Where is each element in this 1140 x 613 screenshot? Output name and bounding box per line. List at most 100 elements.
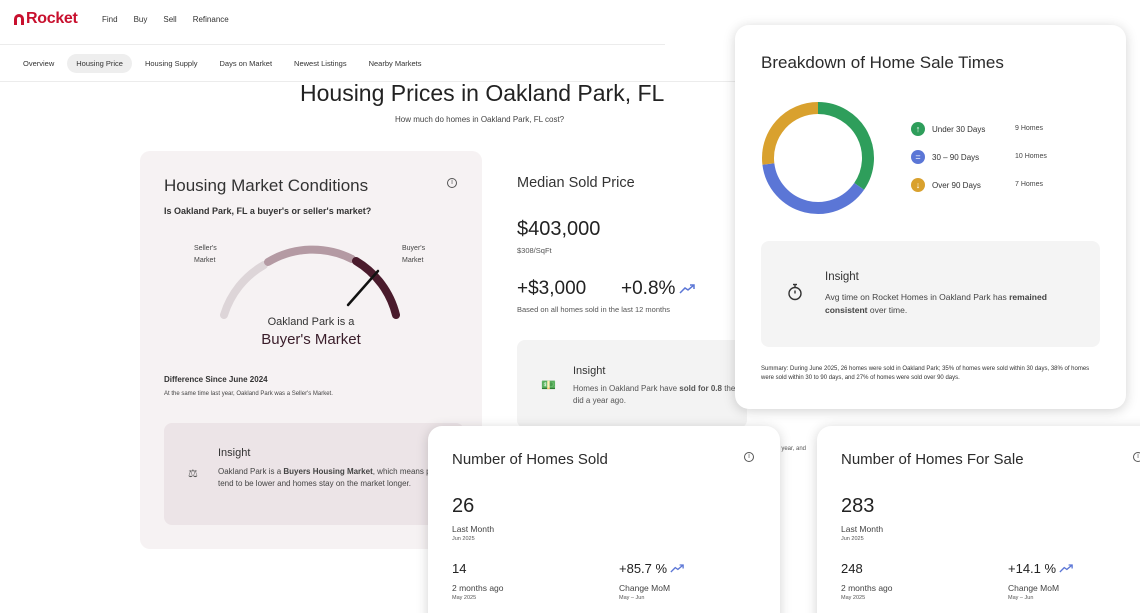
price-change-percent-value: +0.8% — [621, 278, 676, 299]
sale-times-insight-text: Avg time on Rocket Homes in Oakland Park… — [825, 291, 1085, 317]
sale-times-insight-part2: over time. — [867, 305, 908, 315]
homes-sold-mom-label: Change MoM — [619, 583, 671, 593]
seller-label-line1: Seller's — [194, 245, 217, 252]
donut-segment-1 — [762, 163, 865, 214]
legend-count: 9 Homes — [1015, 125, 1044, 132]
tabs-divider — [0, 81, 735, 82]
price-insight-bold: sold for 0.8 — [679, 384, 722, 393]
homes-sold-card: Number of Homes Sold i 26 Last Month Jun… — [428, 426, 780, 613]
insight-text: Oakland Park is a Buyers Housing Market,… — [218, 466, 458, 490]
homes-sold-two-months-label: 2 months ago — [452, 583, 504, 593]
price-change-percent: +0.8% — [621, 278, 696, 300]
legend-label: Under 30 Days — [932, 125, 986, 134]
nav-sell[interactable]: Sell — [163, 15, 177, 24]
homes-sold-two-months-value: 14 — [452, 561, 467, 576]
market-conditions-card: Housing Market Conditions i Is Oakland P… — [140, 151, 482, 549]
homes-sold-last-month-label: Last Month — [452, 524, 495, 534]
buyer-label-line1: Buyer's — [402, 245, 426, 252]
market-gauge — [220, 245, 400, 319]
tab-housing-supply[interactable]: Housing Supply — [144, 59, 198, 68]
homes-sold-last-month-date: Jun 2025 — [452, 536, 475, 542]
insight-title: Insight — [218, 447, 251, 459]
breakdown-title: Breakdown of Home Sale Times — [761, 53, 1004, 72]
legend-row-30-90: = 30 – 90 Days 10 Homes — [911, 150, 1111, 178]
gauge-neutral-segment — [264, 245, 356, 266]
legend-row-over-90: ↓ Over 90 Days 7 Homes — [911, 178, 1111, 206]
difference-text: At the same time last year, Oakland Park… — [164, 391, 333, 397]
legend-label: Over 90 Days — [932, 181, 981, 190]
seller-label-line2: Market — [194, 257, 216, 264]
homes-for-sale-card: Number of Homes For Sale i 283 Last Mont… — [817, 426, 1140, 613]
tab-housing-price[interactable]: Housing Price — [67, 54, 132, 73]
homes-for-sale-two-months-value: 248 — [841, 561, 863, 576]
gauge-seller-segment — [220, 261, 268, 319]
partially-hidden-text: t year, and — [778, 446, 807, 452]
nav-links: Find Buy Sell Refinance — [102, 15, 229, 24]
tab-days-on-market[interactable]: Days on Market — [219, 59, 273, 68]
homes-sold-last-month-value: 26 — [452, 495, 475, 517]
median-sold-title: Median Sold Price — [517, 175, 635, 191]
breakdown-legend: ↑ Under 30 Days 9 Homes = 30 – 90 Days 1… — [911, 122, 1111, 206]
homes-sold-title: Number of Homes Sold — [452, 451, 608, 468]
price-insight-text: Homes in Oakland Park have sold for 0.8 … — [573, 383, 743, 407]
price-change-amount: +$3,000 — [517, 278, 587, 299]
nav-divider — [0, 44, 665, 45]
buyer-market-label: Buyer's Market — [402, 243, 425, 267]
sale-times-insight-title: Insight — [825, 271, 859, 283]
legend-count: 10 Homes — [1015, 153, 1047, 160]
arrow-up-icon: ↑ — [911, 122, 925, 136]
sale-times-insight-part1: Avg time on Rocket Homes in Oakland Park… — [825, 292, 1010, 302]
price-insight-part1: Homes in Oakland Park have — [573, 384, 680, 393]
info-icon[interactable]: i — [447, 178, 457, 188]
rocket-logo-icon — [14, 13, 24, 25]
homes-for-sale-last-month-label: Last Month — [841, 524, 884, 534]
insight-text-part1: Oakland Park is a — [218, 467, 284, 476]
legend-count: 7 Homes — [1015, 181, 1044, 188]
donut-segment-0 — [817, 102, 874, 190]
tab-newest-listings[interactable]: Newest Listings — [294, 59, 347, 68]
market-conditions-title: Housing Market Conditions — [164, 176, 369, 195]
arrow-down-icon: ↓ — [911, 178, 925, 192]
based-on-text: Based on all homes sold in the last 12 m… — [517, 305, 671, 314]
homes-sold-two-months-date: May 2025 — [452, 595, 477, 601]
rocket-logo[interactable]: Rocket — [14, 10, 78, 28]
top-navigation: Rocket Find Buy Sell Refinance — [0, 0, 700, 42]
trend-up-icon — [679, 284, 696, 294]
insight-text-bold: Buyers Housing Market — [283, 467, 373, 476]
homes-for-sale-last-month-date: Jun 2025 — [841, 536, 864, 542]
insight-text-part2: , which means prices tend to be lower an… — [218, 467, 448, 488]
sale-times-donut-chart — [762, 102, 874, 214]
gauge-result-text: Buyer's Market — [261, 331, 361, 348]
money-icon: 💵 — [541, 378, 556, 392]
sale-times-insight-box: Insight Avg time on Rocket Homes in Oakl… — [761, 241, 1100, 347]
trend-up-icon — [1059, 564, 1073, 573]
homes-sold-mom-date: May – Jun — [619, 595, 645, 601]
tab-overview[interactable]: Overview — [23, 59, 55, 68]
section-tabs: Overview Housing Price Housing Supply Da… — [14, 54, 431, 73]
tab-nearby-markets[interactable]: Nearby Markets — [368, 59, 422, 68]
brand-name: Rocket — [26, 10, 78, 27]
sale-times-breakdown-card: Breakdown of Home Sale Times ↑ Under 30 … — [735, 25, 1126, 409]
market-insight-box: ⚖ Insight Oakland Park is a Buyers Housi… — [164, 423, 464, 525]
price-insight-title: Insight — [573, 365, 606, 377]
info-icon[interactable]: i — [744, 452, 754, 462]
page-title: Housing Prices in Oakland Park, FL — [300, 80, 665, 106]
difference-title: Difference Since June 2024 — [164, 375, 268, 384]
gauge-buyer-segment — [352, 257, 400, 319]
nav-refinance[interactable]: Refinance — [192, 15, 229, 24]
gauge-needle — [346, 269, 380, 307]
stopwatch-icon — [788, 283, 802, 301]
info-icon[interactable]: i — [1133, 452, 1140, 462]
price-insight-part2: they did a year ago. — [573, 384, 740, 405]
nav-buy[interactable]: Buy — [133, 15, 148, 24]
equals-icon: = — [911, 150, 925, 164]
seller-market-label: Seller's Market — [194, 243, 217, 267]
homes-for-sale-mom-change: +14.1 % — [1008, 561, 1073, 576]
nav-find[interactable]: Find — [102, 15, 118, 24]
price-per-sqft: $308/SqFt — [517, 246, 552, 255]
legend-row-under-30: ↑ Under 30 Days 9 Homes — [911, 122, 1111, 150]
homes-sold-mom-change: +85.7 % — [619, 561, 684, 576]
scale-icon: ⚖ — [188, 468, 198, 480]
donut-segment-2 — [762, 102, 819, 165]
sale-times-insight-bold: remained consistent — [825, 292, 1047, 315]
